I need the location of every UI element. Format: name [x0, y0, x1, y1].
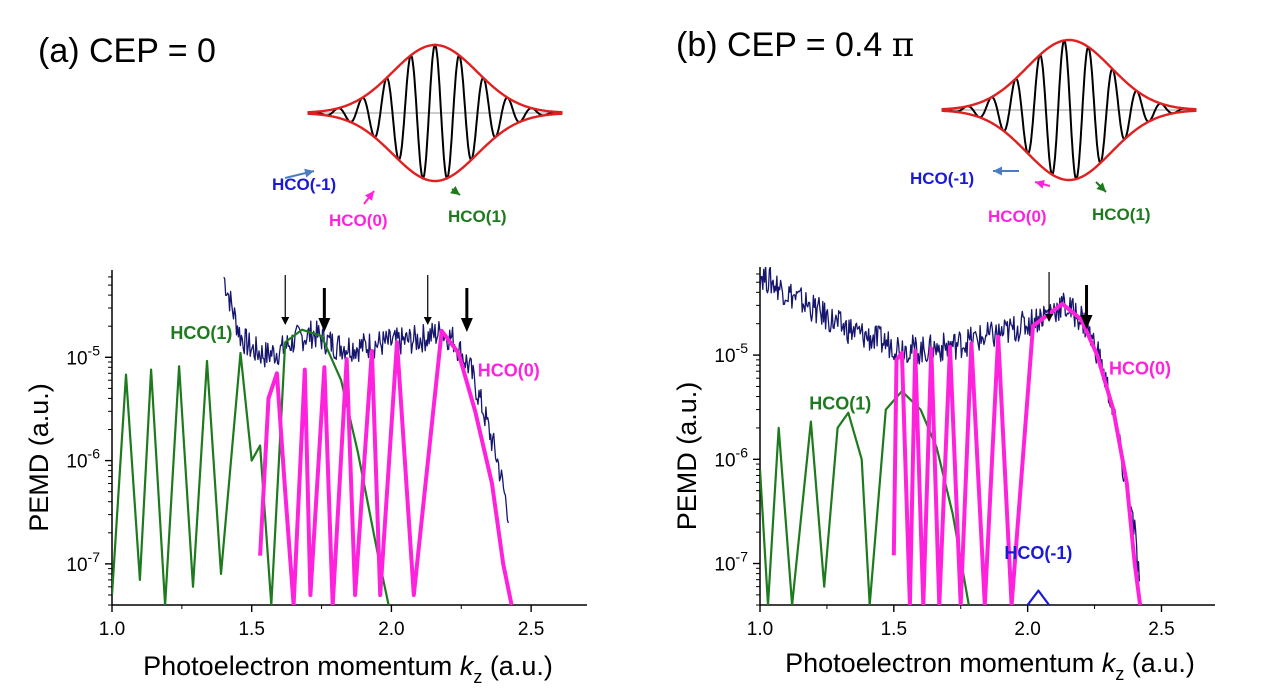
arrow-head — [281, 317, 290, 325]
pulse-envelope-lower — [307, 112, 563, 183]
y-tick-label: 10-6 — [714, 444, 748, 471]
panel-a: (a) CEP = 01.0 1.5 2.0 2.510-710-610-5PEMD … — [24, 32, 587, 687]
pulse-envelope-lower — [941, 109, 1197, 182]
panel-b: (b) CEP = 0.4 π1.0 1.5 2.0 2.510-710-610-5P… — [672, 25, 1215, 684]
inset-label-hco0: HCO(0) — [988, 207, 1047, 226]
y-tick-label: 10-5 — [66, 342, 100, 369]
arrow-head — [1045, 314, 1054, 322]
inset-pointer-head — [1035, 179, 1045, 189]
arrow-head — [318, 318, 331, 332]
inset-label-hco-1: HCO(-1) — [910, 169, 974, 188]
inset-label-hco1: HCO(1) — [448, 207, 507, 226]
x-axis-label-unit: (a.u.) — [1124, 648, 1195, 678]
inset-label-hco0: HCO(0) — [329, 211, 388, 230]
curve-label-hco1: HCO(1) — [170, 323, 232, 343]
x-tick-label: 2.0 — [378, 619, 404, 640]
y-tick-label: 10-7 — [66, 549, 100, 576]
x-tick-label: 2.5 — [518, 619, 544, 640]
x-tick-label: 1.0 — [747, 619, 773, 640]
arrow-head — [423, 317, 432, 325]
y-tick-exponent: -5 — [88, 342, 101, 358]
inset-label-hco1: HCO(1) — [1092, 205, 1151, 224]
series-line-hco0 — [891, 301, 1143, 605]
y-axis-label: PEMD (a.u.) — [24, 383, 54, 532]
x-tick-label: 1.5 — [881, 619, 907, 640]
pulse-inset: HCO(-1) HCO(0) HCO(1) — [272, 43, 563, 230]
inset-label-hco-1: HCO(-1) — [272, 175, 336, 194]
x-axis-label: Photoelectron momentum kz (a.u.) — [143, 651, 553, 687]
inset-pointer-head — [450, 186, 460, 195]
arrow-head — [1080, 315, 1093, 329]
panel-title-text: (b) CEP = 0.4 — [676, 26, 892, 64]
pulse-envelope-upper — [307, 43, 563, 114]
inset-pointer-head — [1096, 182, 1106, 192]
y-tick-exponent: -7 — [736, 549, 749, 565]
x-axis-label-main: Photoelectron momentum — [785, 648, 1102, 678]
arrow-head — [460, 318, 473, 332]
x-axis-label-subscript: z — [1115, 664, 1124, 684]
pulse-inset: HCO(-1) HCO(0) HCO(1) — [910, 38, 1197, 226]
curve-label-hco0: HCO(0) — [1109, 359, 1171, 379]
panel-title: (a) CEP = 0 — [38, 32, 216, 70]
pulse-carrier — [307, 43, 563, 180]
series-line-measured — [760, 267, 1141, 582]
pi-symbol: π — [892, 25, 914, 65]
x-tick-label: 1.5 — [238, 619, 264, 640]
series-line-hco1 — [112, 328, 390, 605]
y-tick-base: 10 — [66, 555, 87, 576]
series-line-hco-1 — [1026, 589, 1050, 605]
y-tick-exponent: -6 — [736, 444, 749, 460]
y-tick-label: 10-7 — [714, 549, 748, 576]
x-axis-label-unit: (a.u.) — [482, 651, 553, 681]
pulse-carrier — [941, 39, 1197, 181]
inset-pointer-head — [364, 191, 374, 201]
y-tick-base: 10 — [714, 346, 735, 367]
y-tick-exponent: -5 — [736, 340, 749, 356]
y-tick-label: 10-6 — [66, 446, 100, 473]
y-tick-base: 10 — [714, 450, 735, 471]
inset-pointer-head — [304, 168, 314, 178]
y-tick-exponent: -7 — [88, 549, 101, 565]
x-axis-label: Photoelectron momentum kz (a.u.) — [785, 648, 1195, 684]
x-axis-label-k: k — [460, 651, 475, 681]
curve-label-hco1: HCO(1) — [809, 394, 871, 414]
x-axis-label-subscript: z — [473, 667, 482, 687]
x-axis-label-k: k — [1102, 648, 1117, 678]
x-tick-label: 2.5 — [1148, 619, 1174, 640]
y-tick-base: 10 — [66, 452, 87, 473]
y-tick-exponent: -6 — [88, 446, 101, 462]
y-tick-label: 10-5 — [714, 340, 748, 367]
pulse-envelope-upper — [941, 38, 1197, 111]
x-tick-label: 2.0 — [1014, 619, 1040, 640]
y-tick-base: 10 — [66, 348, 87, 369]
y-axis-label: PEMD (a.u.) — [672, 382, 702, 531]
panel-title-text: (a) CEP = 0 — [38, 32, 216, 70]
curve-label-hco-1: HCO(-1) — [1004, 543, 1072, 563]
x-axis-label-main: Photoelectron momentum — [143, 651, 460, 681]
inset-pointer-head — [993, 166, 1002, 176]
series-line-hco0 — [258, 328, 514, 605]
x-tick-label: 1.0 — [99, 619, 125, 640]
panel-title: (b) CEP = 0.4 π — [676, 25, 914, 65]
curve-label-hco0: HCO(0) — [478, 361, 540, 381]
y-tick-base: 10 — [714, 555, 735, 576]
